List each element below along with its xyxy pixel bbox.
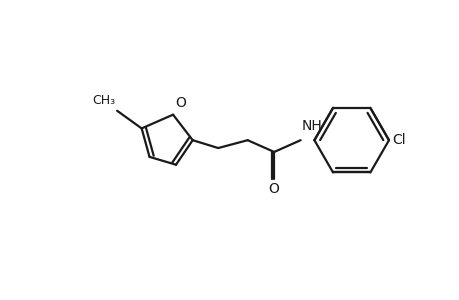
Text: CH₃: CH₃ — [92, 94, 115, 107]
Text: O: O — [175, 96, 185, 110]
Text: Cl: Cl — [391, 133, 405, 147]
Text: O: O — [268, 182, 279, 197]
Text: NH: NH — [301, 119, 322, 133]
